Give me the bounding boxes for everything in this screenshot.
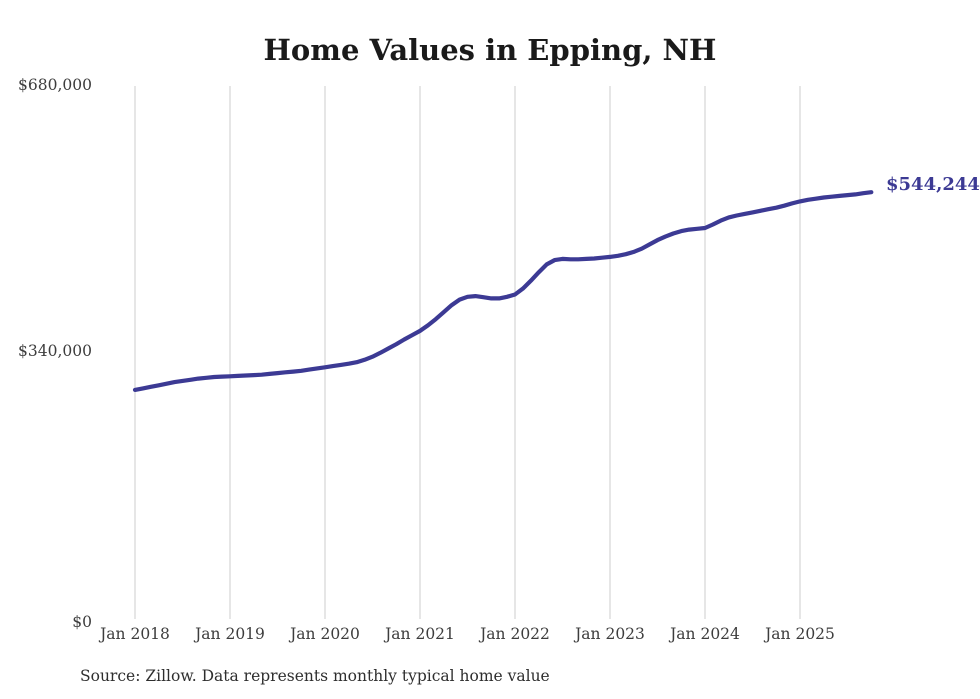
home-value-line [132,190,874,392]
source-note: Source: Zillow. Data represents monthly … [80,667,550,685]
x-axis-tick-label: Jan 2018 [98,625,170,643]
x-axis-tick-label: Jan 2024 [668,625,740,643]
x-axis-tick-label: Jan 2020 [288,625,360,643]
y-axis-tick-label: $0 [72,613,92,631]
x-axis-tick-label: Jan 2023 [573,625,645,643]
x-axis-tick-label: Jan 2022 [478,625,550,643]
chart-title: Home Values in Epping, NH [263,33,717,67]
x-axis-tick-label: Jan 2019 [193,625,265,643]
latest-value-label: $544,244 [886,174,980,195]
y-axis-tick-label: $340,000 [18,342,92,360]
x-axis-tick-label: Jan 2025 [763,625,835,643]
y-axis-tick-label: $680,000 [18,76,92,94]
x-axis-tick-label: Jan 2021 [383,625,455,643]
